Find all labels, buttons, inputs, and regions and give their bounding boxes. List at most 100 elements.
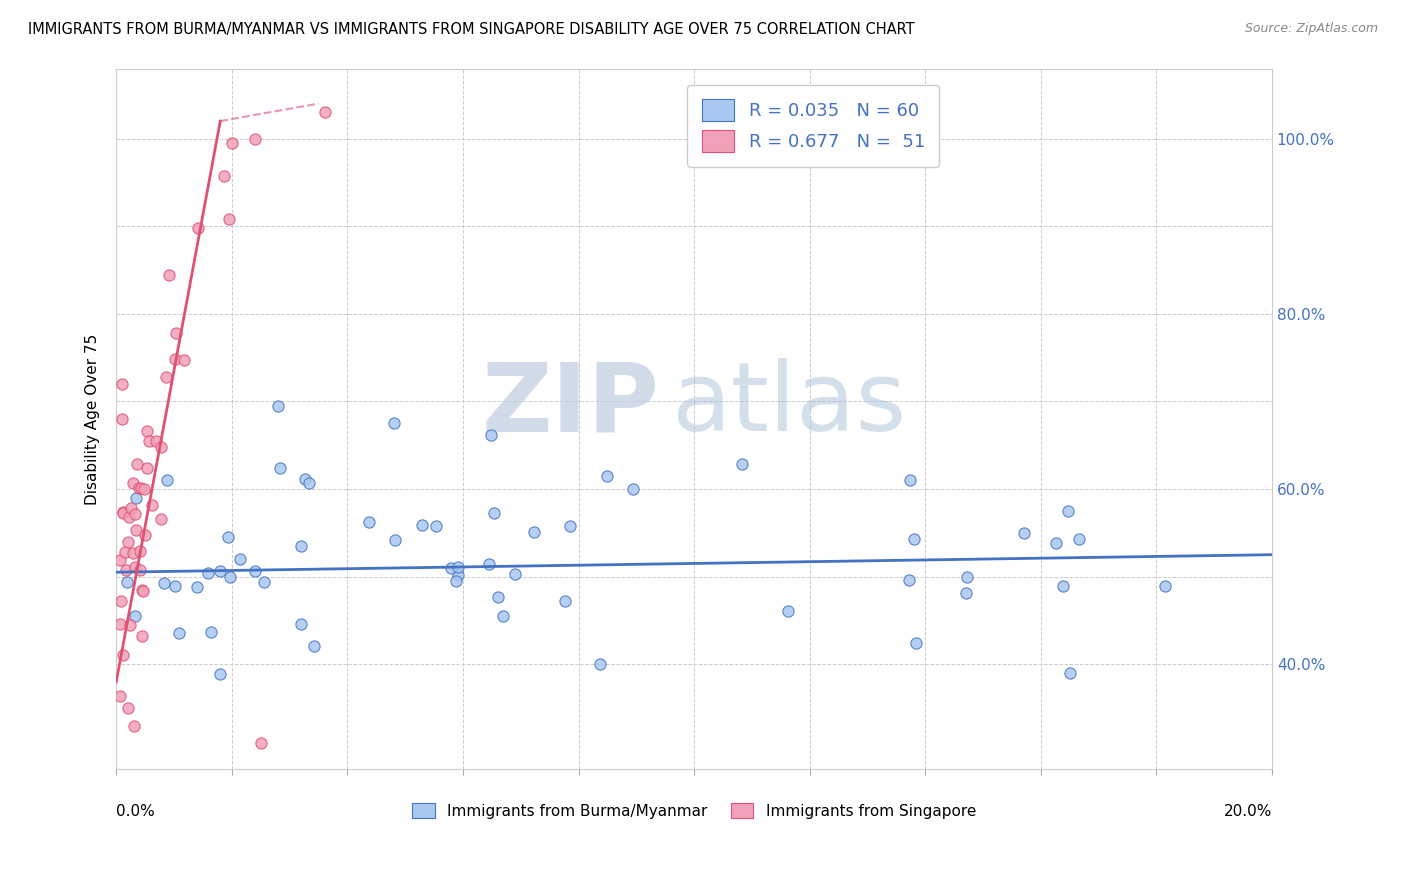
Point: [117, 534, 139, 549]
Point: [249, 736, 271, 750]
Point: [186, 580, 208, 594]
Point: [167, 626, 190, 640]
Point: [157, 268, 180, 283]
Point: [112, 648, 135, 663]
Point: [129, 481, 152, 495]
Point: [117, 510, 139, 524]
Point: [1045, 536, 1067, 550]
Point: [218, 570, 240, 584]
Point: [153, 575, 176, 590]
Point: [897, 574, 920, 588]
Point: [122, 718, 145, 732]
Point: [197, 566, 219, 580]
Text: Source: ZipAtlas.com: Source: ZipAtlas.com: [1244, 22, 1378, 36]
Point: [120, 618, 142, 632]
Point: [122, 546, 145, 560]
Point: [128, 481, 150, 495]
Point: [267, 399, 290, 413]
Point: [492, 609, 515, 624]
Point: [141, 499, 163, 513]
Point: [132, 482, 155, 496]
Point: [135, 461, 157, 475]
Point: [904, 636, 927, 650]
Point: [245, 564, 267, 578]
Point: [115, 574, 138, 589]
Point: [903, 532, 925, 546]
Point: [589, 657, 612, 671]
Point: [165, 352, 187, 367]
Point: [253, 575, 276, 590]
Point: [156, 473, 179, 487]
Point: [124, 560, 146, 574]
Point: [558, 518, 581, 533]
Point: [357, 516, 380, 530]
Text: ZIP: ZIP: [481, 359, 659, 451]
Point: [155, 370, 177, 384]
Point: [554, 594, 576, 608]
Point: [149, 440, 172, 454]
Point: [135, 425, 157, 439]
Point: [163, 579, 186, 593]
Point: [447, 567, 470, 582]
Point: [129, 543, 152, 558]
Legend: Immigrants from Burma/Myanmar, Immigrants from Singapore: Immigrants from Burma/Myanmar, Immigrant…: [406, 797, 983, 825]
Point: [117, 701, 139, 715]
Point: [121, 476, 143, 491]
Point: [111, 505, 134, 519]
Point: [1059, 665, 1081, 680]
Point: [446, 559, 468, 574]
Point: [125, 523, 148, 537]
Point: [955, 586, 977, 600]
Point: [209, 666, 232, 681]
Text: IMMIGRANTS FROM BURMA/MYANMAR VS IMMIGRANTS FROM SINGAPORE DISABILITY AGE OVER 7: IMMIGRANTS FROM BURMA/MYANMAR VS IMMIGRA…: [28, 22, 915, 37]
Point: [298, 475, 321, 490]
Point: [302, 639, 325, 653]
Point: [132, 583, 155, 598]
Point: [114, 545, 136, 559]
Point: [134, 527, 156, 541]
Point: [209, 564, 232, 578]
Y-axis label: Disability Age Over 75: Disability Age Over 75: [86, 334, 100, 505]
Point: [956, 570, 979, 584]
Point: [1012, 525, 1035, 540]
Point: [131, 583, 153, 598]
Point: [111, 376, 134, 391]
Point: [486, 590, 509, 604]
Point: [269, 461, 291, 475]
Text: 20.0%: 20.0%: [1223, 805, 1272, 820]
Point: [1154, 579, 1177, 593]
Point: [212, 169, 235, 183]
Point: [503, 567, 526, 582]
Point: [150, 512, 173, 526]
Point: [127, 457, 149, 471]
Point: [217, 529, 239, 543]
Point: [131, 629, 153, 643]
Point: [1069, 532, 1091, 546]
Point: [621, 482, 644, 496]
Point: [108, 690, 131, 704]
Point: [522, 524, 544, 539]
Point: [478, 558, 501, 572]
Point: [1052, 579, 1074, 593]
Point: [229, 551, 252, 566]
Text: atlas: atlas: [671, 359, 905, 451]
Point: [110, 553, 132, 567]
Point: [314, 105, 336, 120]
Point: [221, 136, 243, 150]
Point: [129, 563, 152, 577]
Point: [411, 518, 433, 533]
Point: [382, 417, 405, 431]
Point: [384, 533, 406, 548]
Point: [115, 563, 138, 577]
Text: 0.0%: 0.0%: [117, 805, 155, 820]
Point: [482, 506, 505, 520]
Point: [731, 457, 754, 471]
Point: [112, 506, 135, 520]
Point: [165, 326, 187, 341]
Point: [110, 594, 132, 608]
Point: [290, 539, 312, 553]
Point: [145, 434, 167, 448]
Point: [440, 561, 463, 575]
Point: [218, 212, 240, 227]
Point: [125, 491, 148, 505]
